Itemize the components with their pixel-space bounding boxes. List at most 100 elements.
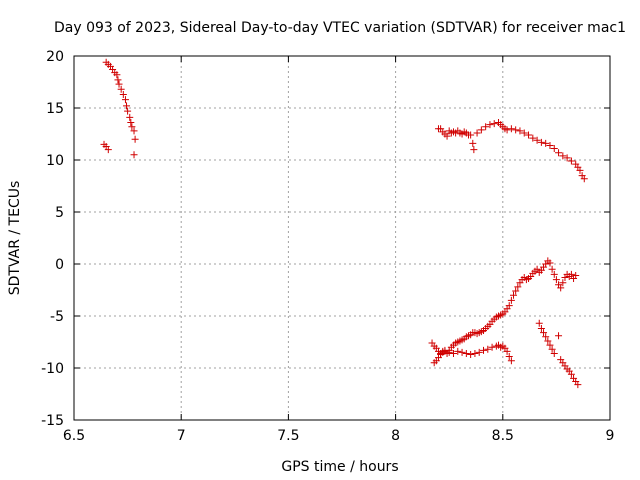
data-point — [580, 175, 588, 183]
data-points — [100, 58, 588, 389]
data-point — [477, 126, 485, 134]
data-point — [559, 152, 567, 160]
data-point — [567, 270, 575, 278]
data-point — [514, 283, 522, 291]
series-late-falling — [535, 319, 582, 389]
data-point — [548, 265, 556, 273]
data-point — [555, 332, 563, 340]
data-point — [434, 354, 442, 362]
data-point — [540, 329, 548, 337]
x-tick-label: 7.5 — [277, 428, 299, 444]
data-point — [574, 381, 582, 389]
data-point — [507, 125, 515, 133]
data-point — [486, 121, 494, 129]
data-point — [128, 123, 136, 131]
series-early-high — [102, 58, 139, 143]
data-point — [544, 337, 552, 345]
data-point — [113, 71, 121, 79]
data-point — [123, 102, 131, 110]
data-point — [542, 139, 550, 147]
data-point — [512, 126, 520, 134]
y-tick-label: 10 — [46, 153, 64, 169]
x-tick-label: 7 — [177, 428, 186, 444]
data-point — [516, 127, 524, 135]
data-point — [503, 347, 511, 355]
data-point — [546, 341, 554, 349]
data-point — [505, 302, 513, 310]
data-point — [552, 276, 560, 284]
data-point — [503, 126, 511, 134]
data-point — [124, 107, 132, 115]
data-point — [121, 96, 129, 104]
data-point — [462, 349, 470, 357]
data-point — [115, 80, 123, 88]
data-point — [550, 270, 558, 278]
x-tick-label: 6.5 — [63, 428, 85, 444]
data-point — [572, 271, 580, 279]
data-point — [535, 319, 543, 327]
data-point — [484, 345, 492, 353]
data-point — [469, 139, 477, 147]
y-tick-label: 5 — [55, 205, 64, 221]
data-point — [507, 296, 515, 304]
series-late-rising — [428, 257, 580, 358]
data-point — [443, 132, 451, 140]
data-point — [537, 138, 545, 146]
data-point — [131, 135, 139, 143]
axis-ticks — [73, 55, 611, 421]
data-point — [127, 119, 135, 127]
chart-title: Day 093 of 2023, Sidereal Day-to-day VTE… — [54, 20, 626, 36]
data-point — [507, 357, 515, 365]
data-point — [475, 348, 483, 356]
data-point — [542, 333, 550, 341]
data-point — [550, 349, 558, 357]
data-point — [482, 123, 490, 131]
data-point — [117, 85, 125, 93]
data-point — [546, 141, 554, 149]
data-point — [104, 146, 112, 154]
data-point — [490, 120, 498, 128]
data-point — [512, 287, 520, 295]
y-tick-label: -10 — [41, 361, 64, 377]
y-tick-label: 20 — [46, 49, 64, 65]
series-early-low — [100, 140, 138, 159]
data-point — [488, 343, 496, 351]
data-point — [525, 131, 533, 139]
data-point — [529, 134, 537, 142]
data-point — [130, 151, 138, 159]
data-point — [473, 129, 481, 137]
data-point — [555, 149, 563, 157]
data-point — [130, 127, 138, 135]
grid-lines — [74, 56, 610, 420]
data-point — [119, 90, 127, 98]
y-tick-labels: -15 -10 -5 0 5 10 15 20 — [41, 49, 64, 429]
data-point — [510, 291, 518, 299]
data-point — [126, 113, 134, 121]
x-tick-label: 8.5 — [492, 428, 514, 444]
data-point — [505, 353, 513, 361]
data-point — [467, 131, 475, 139]
data-point — [567, 370, 575, 378]
data-point — [471, 349, 479, 357]
x-tick-label: 8 — [391, 428, 400, 444]
y-axis-label: SDTVAR / TECUs — [7, 181, 23, 296]
data-point — [441, 346, 449, 354]
x-axis-label: GPS time / hours — [281, 459, 398, 475]
data-point — [480, 346, 488, 354]
data-point — [470, 146, 478, 154]
data-point — [567, 157, 575, 165]
y-tick-label: 15 — [46, 101, 64, 117]
data-point — [114, 76, 122, 84]
plot-frame — [73, 55, 611, 421]
y-tick-label: -15 — [41, 413, 64, 429]
series-late-flat — [430, 341, 515, 367]
data-point — [537, 324, 545, 332]
x-tick-label: 9 — [606, 428, 615, 444]
data-point — [548, 345, 556, 353]
data-point — [559, 279, 567, 287]
y-tick-label: 0 — [55, 257, 64, 273]
data-point — [467, 350, 475, 358]
data-point — [458, 348, 466, 356]
data-point — [546, 259, 554, 267]
